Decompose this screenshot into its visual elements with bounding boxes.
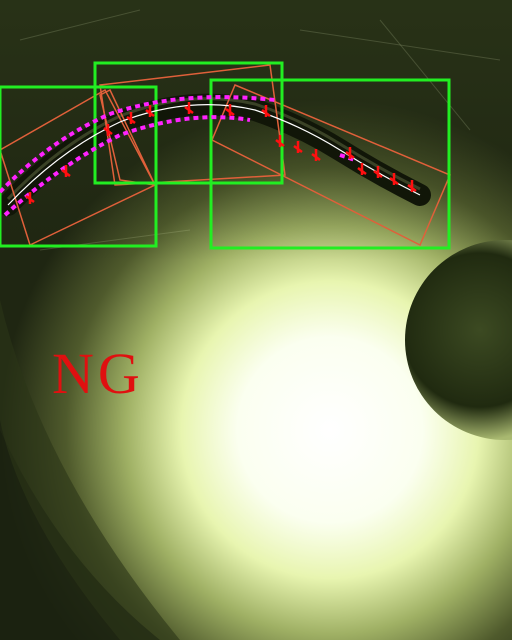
roi-box (0, 85, 158, 248)
lower-left-shadow-band (0, 300, 180, 640)
rotated-box (99, 88, 157, 186)
inspection-verdict-label: NG (52, 341, 144, 406)
centerline (7, 104, 421, 206)
edge-points (0, 95, 356, 217)
rotated-box (99, 64, 286, 186)
tube-highlight (6, 97, 421, 201)
dark-sphere (405, 240, 512, 440)
top-shadow (0, 0, 512, 260)
measurement-marks (25, 102, 417, 204)
roi-box (209, 78, 451, 250)
rotated-box (211, 84, 451, 247)
lower-left-shadow (0, 430, 160, 640)
